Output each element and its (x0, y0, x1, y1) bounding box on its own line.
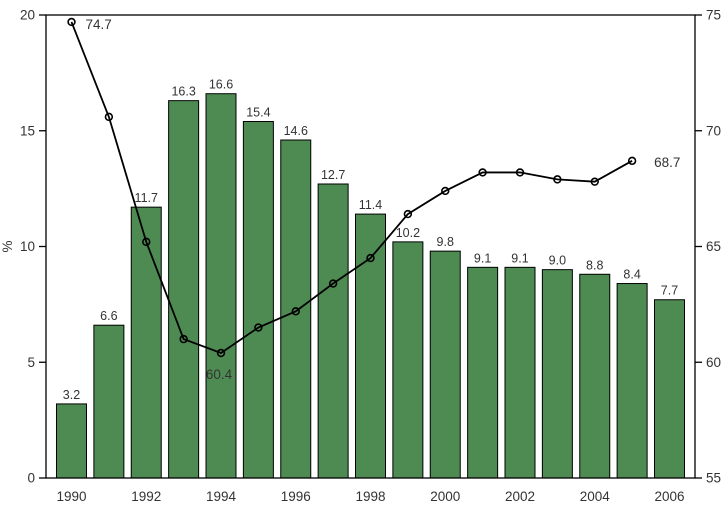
bar-value-label: 9.8 (437, 235, 454, 249)
right-axis-tick-label: 75 (706, 8, 721, 23)
data-point-marker (553, 175, 562, 184)
bar (541, 269, 573, 479)
line-point-label: 68.7 (654, 155, 680, 170)
x-axis-tick-label: 1992 (131, 489, 161, 504)
data-point-marker (441, 186, 450, 196)
bar-value-label: 9.0 (549, 254, 566, 268)
bar (654, 299, 685, 479)
data-point-marker (478, 168, 487, 177)
data-point-marker (590, 177, 599, 186)
bar (504, 266, 536, 479)
data-point-marker (179, 334, 188, 344)
bar (93, 324, 125, 479)
data-point-marker (67, 17, 76, 27)
bar-value-label: 10.2 (396, 226, 420, 240)
bar-value-label: 11.4 (359, 198, 382, 212)
bar (56, 403, 87, 479)
trend-line (70, 21, 633, 354)
left-axis-tick-label: 0 (27, 471, 35, 486)
bar (392, 241, 424, 479)
data-point-marker (328, 279, 338, 288)
bar-value-label: 8.8 (586, 258, 603, 272)
bar-value-label: 9.1 (474, 251, 491, 265)
data-point-marker (627, 156, 637, 166)
data-point-marker (216, 348, 226, 358)
bar-value-label: 9.1 (511, 251, 528, 265)
bar (355, 213, 386, 479)
bar-value-label: 8.4 (623, 268, 640, 282)
bar (168, 100, 200, 479)
x-axis-tick-label: 1998 (355, 489, 385, 504)
x-axis-tick-label: 2000 (430, 489, 460, 504)
bar-value-label: 3.2 (63, 388, 80, 402)
data-point-marker (366, 253, 375, 263)
bar (429, 250, 461, 479)
bar-value-label: 14.6 (284, 124, 308, 138)
data-point-marker (254, 323, 263, 332)
bar (579, 273, 611, 479)
data-point-marker (515, 168, 525, 177)
bar (205, 93, 237, 479)
x-axis-tick-label: 2004 (580, 489, 611, 504)
left-axis-tick-label: 20 (20, 8, 35, 23)
line-point-label: 60.4 (206, 367, 233, 382)
data-point-marker (291, 307, 300, 316)
data-point-marker (142, 237, 151, 247)
bar-value-label: 12.7 (321, 168, 345, 182)
data-point-marker (104, 112, 114, 122)
line-point-label: 74.7 (86, 17, 112, 32)
bar-value-label: 6.6 (100, 309, 117, 323)
x-axis-tick-label: 1990 (56, 489, 86, 504)
bar-value-label: 7.7 (661, 284, 678, 298)
right-axis-tick-label: 70 (706, 123, 721, 138)
bar-value-label: 15.4 (246, 105, 270, 119)
right-axis-tick-label: 55 (706, 471, 721, 486)
x-axis-tick-label: 1996 (281, 489, 311, 504)
left-axis-tick-label: 10 (20, 239, 35, 254)
bar-value-label: 11.7 (135, 191, 158, 205)
bar (242, 120, 274, 479)
bar (317, 183, 349, 479)
x-axis-tick-label: 2002 (505, 489, 535, 504)
x-axis-tick-label: 2006 (654, 489, 684, 504)
bar-value-label: 16.3 (171, 85, 195, 99)
left-axis-tick-label: 15 (20, 123, 35, 138)
right-axis-tick-label: 65 (706, 239, 721, 254)
bar-value-label: 16.6 (209, 78, 233, 92)
x-axis-tick-label: 1994 (206, 489, 237, 504)
bar (280, 139, 312, 479)
bar (616, 283, 648, 479)
data-point-marker (403, 209, 413, 219)
bar (130, 206, 162, 479)
left-axis-title: % (0, 240, 15, 252)
bar (467, 266, 499, 479)
left-axis-tick-label: 5 (27, 355, 35, 370)
right-axis-tick-label: 60 (706, 355, 721, 370)
